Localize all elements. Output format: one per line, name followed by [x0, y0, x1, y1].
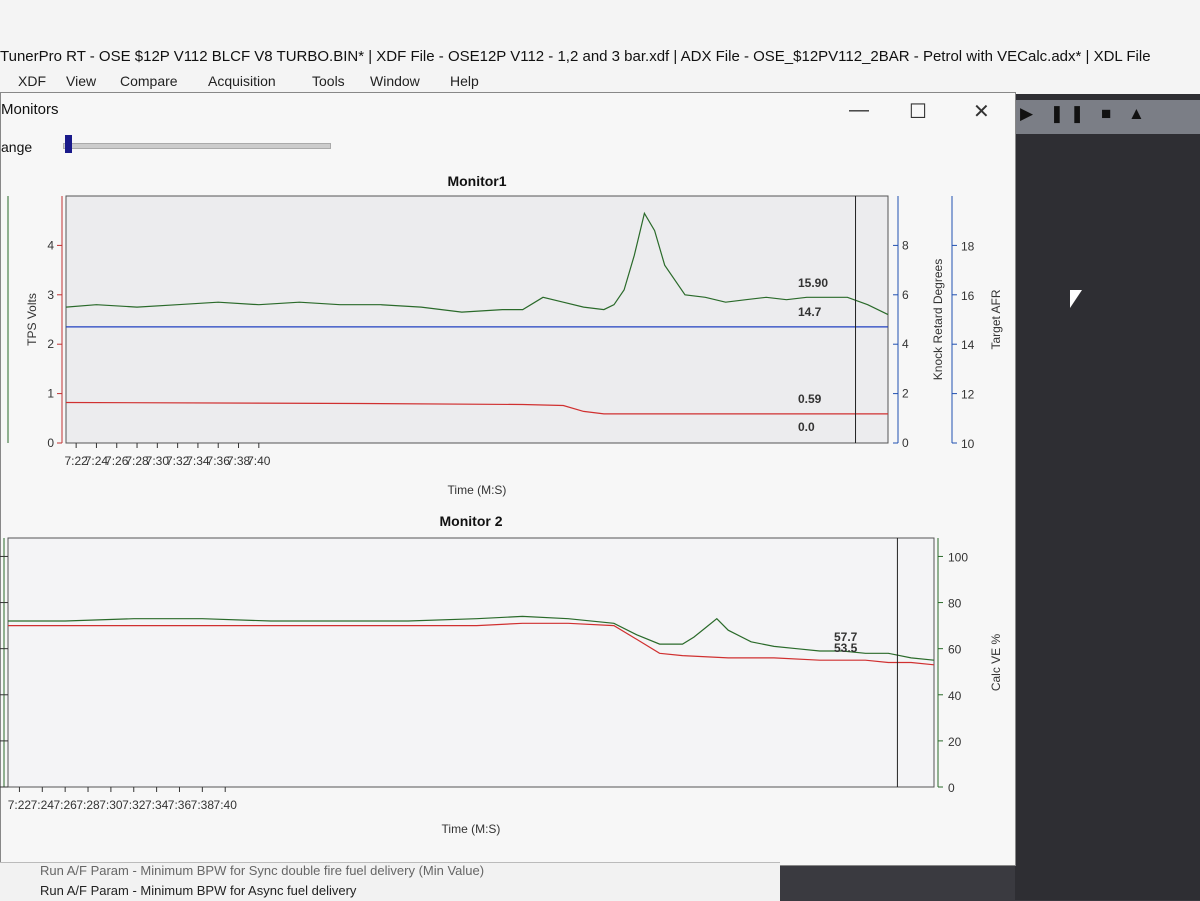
menu-tools[interactable]: Tools [312, 73, 345, 89]
x-tick-label: 7:40 [247, 454, 271, 468]
maximize-button[interactable]: ☐ [909, 101, 927, 123]
tps-tick-label: 1 [47, 387, 54, 401]
x-tick-label: 7:30 [146, 454, 170, 468]
menu-acquisition[interactable]: Acquisition [208, 73, 276, 89]
afr-tick-label: 12 [961, 388, 975, 402]
right-tick-label: 80 [948, 597, 962, 611]
x-tick-label: 7:32 [122, 798, 146, 812]
x-tick-label: 7:36 [207, 454, 231, 468]
menu-xdf[interactable]: XDF [18, 73, 46, 89]
x-axis-label: Time (M:S) [442, 822, 501, 836]
tps-tick-label: 4 [47, 238, 54, 252]
list-item[interactable]: Run A/F Param - Minimum BPW for Sync dou… [40, 863, 485, 878]
x-tick-label: 7:22 [64, 454, 88, 468]
afr-axis-label: Target AFR [989, 289, 1003, 349]
right-tick-label: 40 [948, 689, 962, 703]
series-line-0 [65, 211, 889, 316]
afr-tick-label: 10 [961, 437, 975, 451]
readout-value: 14.7 [798, 305, 822, 319]
series-line-1 [8, 622, 935, 666]
right-tick-label: 60 [948, 643, 962, 657]
afr-tick-label: 14 [961, 338, 975, 352]
x-tick-label: 7:28 [76, 798, 100, 812]
app-title-bar: TunerPro RT - OSE $12P V112 BLCF V8 TURB… [0, 0, 1200, 70]
tps-tick-label: 3 [47, 288, 54, 302]
series-line-2 [65, 401, 888, 415]
x-tick-label: 7:38 [227, 454, 251, 468]
afr-tick-label: 16 [961, 289, 975, 303]
x-tick-label: 7:28 [125, 454, 149, 468]
tps-tick-label: 0 [47, 436, 54, 450]
x-tick-label: 7:40 [214, 798, 238, 812]
knock-axis-label: Knock Retard Degrees [931, 259, 945, 380]
readout-value: 57.7 [834, 630, 858, 644]
knock-tick-label: 8 [902, 238, 909, 252]
list-item[interactable]: Run A/F Param - Minimum BPW for Async fu… [40, 883, 357, 898]
x-tick-label: 7:32 [166, 454, 190, 468]
readout-value: 53.5 [834, 641, 858, 655]
menu-bar: XDF View Compare Acquisition Tools Windo… [0, 70, 1200, 94]
readout-value: 15.90 [798, 276, 828, 290]
tps-tick-label: 2 [47, 337, 54, 351]
series-line-0 [8, 615, 935, 661]
chart-title: Monitor 2 [440, 513, 503, 529]
menu-help[interactable]: Help [450, 73, 479, 89]
readout-value: 0.0 [798, 420, 815, 434]
menu-view[interactable]: View [66, 73, 97, 89]
range-label: ange [1, 139, 33, 155]
window-title: Monitors [1, 101, 59, 118]
knock-tick-label: 6 [902, 288, 909, 302]
menu-window[interactable]: Window [370, 73, 420, 89]
chart-title: Monitor1 [447, 173, 506, 189]
x-tick-label: 7:38 [191, 798, 215, 812]
range-slider-track[interactable] [63, 143, 331, 149]
x-tick-label: 7:22 [8, 798, 32, 812]
x-tick-label: 7:36 [168, 798, 192, 812]
knock-tick-label: 4 [902, 337, 909, 351]
knock-tick-label: 0 [902, 436, 909, 450]
app-title: TunerPro RT - OSE $12P V112 BLCF V8 TURB… [0, 48, 1151, 65]
readout-value: 0.59 [798, 392, 822, 406]
x-tick-label: 7:26 [53, 798, 77, 812]
media-toolbar [1014, 100, 1200, 134]
x-tick-label: 7:24 [85, 454, 109, 468]
ve-axis-label: Calc VE % [989, 633, 1003, 691]
menu-compare[interactable]: Compare [120, 73, 178, 89]
background-panel [1015, 94, 1200, 900]
x-axis-label: Time (M:S) [448, 483, 507, 497]
x-tick-label: 7:34 [145, 798, 169, 812]
right-tick-label: 20 [948, 735, 962, 749]
x-tick-label: 7:24 [31, 798, 55, 812]
x-tick-label: 7:30 [99, 798, 123, 812]
x-tick-label: 7:26 [105, 454, 129, 468]
close-button[interactable]: ✕ [973, 101, 990, 123]
tps-axis-label: TPS Volts [25, 293, 39, 346]
media-controls[interactable]: ▶ ❚❚ ■ ▲ [1020, 104, 1151, 123]
x-tick-label: 7:34 [186, 454, 210, 468]
parameter-list: Run A/F Param - Minimum BPW for Sync dou… [0, 862, 780, 901]
afr-tick-label: 18 [961, 239, 975, 253]
range-slider-thumb[interactable] [65, 135, 72, 153]
right-tick-label: 0 [948, 781, 955, 795]
plot-area [7, 537, 935, 788]
right-tick-label: 100 [948, 550, 968, 564]
mouse-pointer-icon [1070, 290, 1082, 308]
plot-area [65, 195, 889, 444]
knock-tick-label: 2 [902, 387, 909, 401]
minimize-button[interactable]: — [849, 99, 869, 121]
